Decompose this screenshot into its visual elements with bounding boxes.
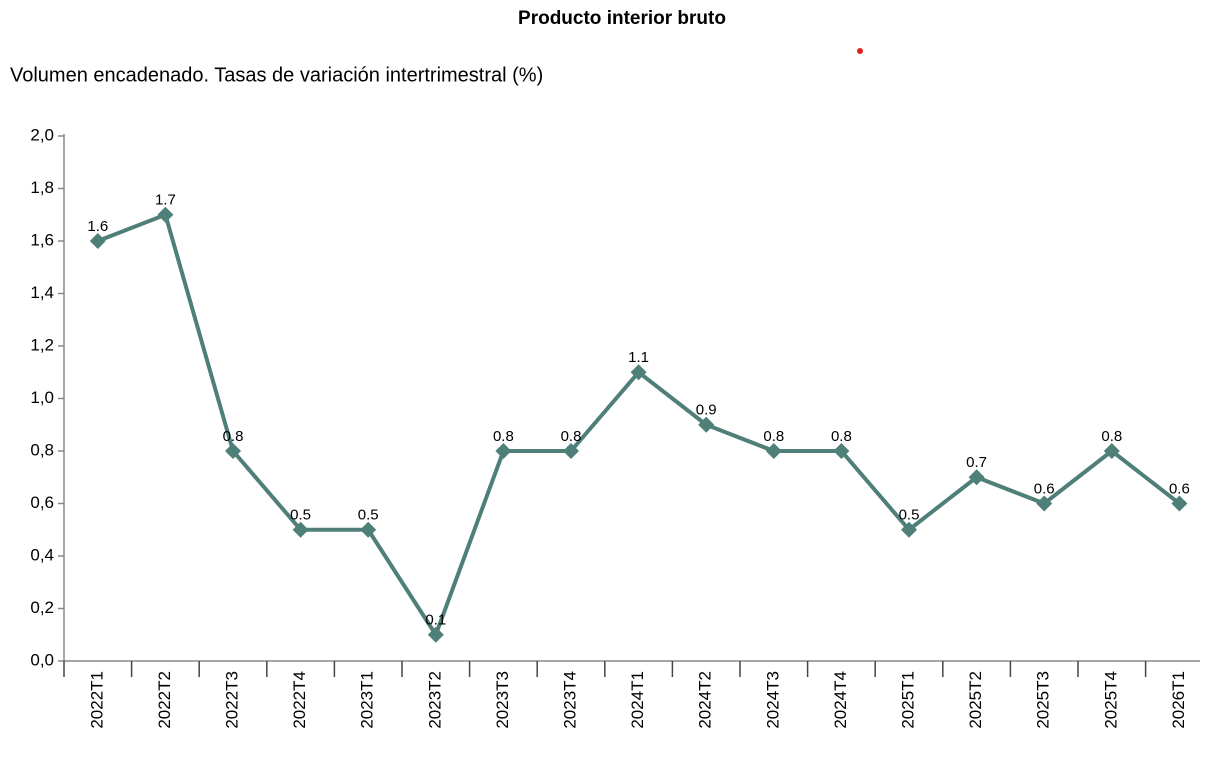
- data-label: 0.8: [831, 428, 852, 445]
- marker: [698, 416, 715, 433]
- x-tick-label: 2022T3: [222, 671, 241, 729]
- y-tick-label: 1,2: [30, 335, 54, 354]
- data-label: 1.1: [628, 349, 649, 366]
- marker: [225, 443, 241, 459]
- x-tick-label: 2022T2: [155, 671, 174, 729]
- data-label: 0.8: [223, 428, 244, 445]
- x-tick-label: 2025T4: [1101, 671, 1120, 729]
- x-tick-label: 2024T3: [763, 671, 782, 729]
- chart-subtitle: Volumen encadenado. Tasas de variación i…: [10, 64, 543, 86]
- x-tick-label: 2022T1: [87, 671, 106, 729]
- data-label: 0.8: [1101, 428, 1122, 445]
- line: [97, 212, 1181, 637]
- marker: [360, 521, 377, 538]
- y-tick-label: 1,6: [30, 230, 54, 249]
- x-tick-label: 2023T4: [560, 671, 579, 729]
- data-label: 1.6: [87, 218, 108, 235]
- data-label: 0.5: [290, 507, 311, 524]
- x-tick-label: 2026T1: [1169, 671, 1188, 729]
- data-label: 0.6: [1034, 480, 1055, 497]
- data-label: 0.5: [899, 507, 920, 524]
- data-label: 0.6: [1169, 480, 1190, 497]
- indicator-dot: [857, 48, 863, 54]
- x-tick-label: 2024T1: [628, 671, 647, 729]
- marker: [968, 469, 985, 486]
- data-label: 0.8: [493, 428, 514, 445]
- y-tick-label: 0,2: [30, 598, 54, 617]
- y-tick-label: 1,4: [30, 283, 54, 302]
- marker: [1036, 495, 1053, 512]
- data-label: 0.8: [561, 428, 582, 445]
- marker: [630, 364, 647, 381]
- chart-title: Producto interior bruto: [518, 8, 726, 29]
- x-tick-label: 2025T2: [966, 671, 985, 729]
- y-tick-label: 0,8: [30, 440, 54, 459]
- x-tick-label: 2024T4: [831, 671, 850, 729]
- marker: [292, 521, 309, 538]
- data-label: 1.7: [155, 192, 176, 209]
- y-tick-label: 1,8: [30, 178, 54, 197]
- marker: [901, 521, 917, 538]
- marker: [89, 233, 106, 249]
- x-tick-label: 2025T3: [1034, 671, 1053, 729]
- y-tick-label: 1,0: [30, 388, 54, 407]
- marker: [1103, 443, 1120, 459]
- marker: [563, 443, 579, 459]
- x-tick-label: 2025T1: [898, 671, 917, 729]
- x-tick-label: 2022T4: [290, 671, 309, 729]
- y-tick-label: 0,4: [30, 545, 54, 564]
- data-label: 0.9: [696, 402, 717, 419]
- y-tick-label: 2,0: [30, 125, 54, 144]
- data-label: 0.7: [966, 454, 987, 471]
- x-tick-label: 2023T2: [425, 671, 444, 729]
- marker: [765, 443, 782, 459]
- marker: [495, 443, 512, 459]
- x-tick-label: 2023T1: [358, 671, 377, 729]
- y-tick-label: 0,0: [30, 650, 54, 669]
- marker: [833, 443, 850, 459]
- marker: [427, 626, 444, 643]
- data-label: 0.1: [425, 612, 446, 629]
- data-label: 0.5: [358, 507, 379, 524]
- x-tick-label: 2023T3: [493, 671, 512, 729]
- marker: [1171, 495, 1188, 512]
- marker: [157, 206, 174, 223]
- x-tick-label: 2024T2: [696, 671, 715, 729]
- data-label: 0.8: [763, 428, 784, 445]
- y-tick-label: 0,6: [30, 493, 54, 512]
